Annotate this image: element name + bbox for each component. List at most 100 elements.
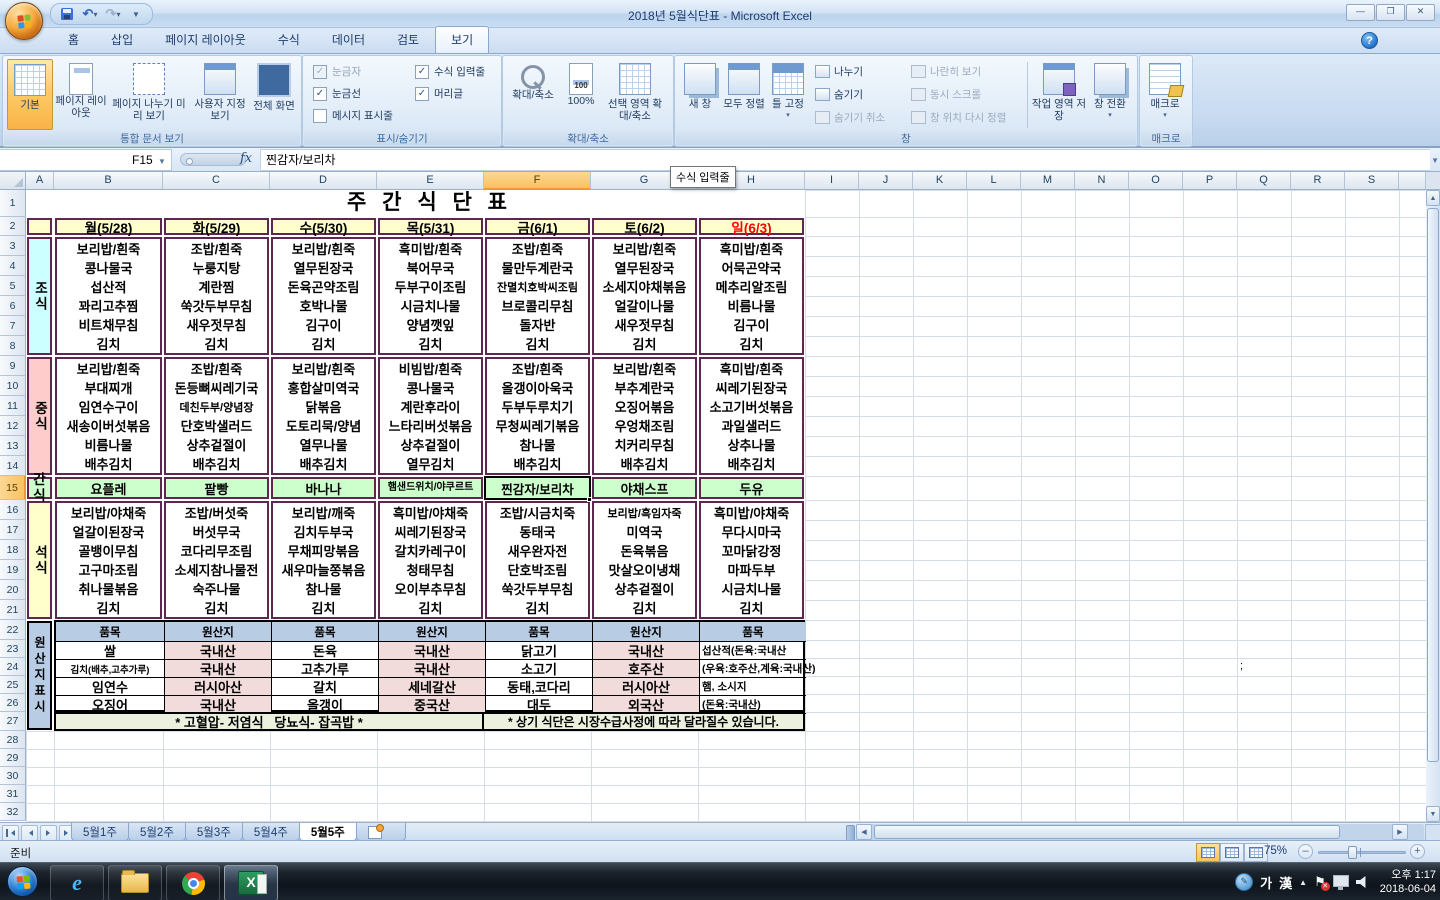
row-header-22[interactable]: 22 xyxy=(0,620,26,640)
menu-item-cell[interactable]: 배추김치 xyxy=(299,457,348,472)
origin-header-cell[interactable]: 원산지 xyxy=(165,622,272,642)
origin-cell[interactable]: 국내산 xyxy=(165,660,272,678)
row-header-24[interactable]: 24 xyxy=(0,658,26,676)
footnote-left[interactable]: * 고혈압- 저염식 당뇨식- 잡곡밥 * xyxy=(54,712,484,731)
menu-item-cell[interactable]: 흑미밥/야채죽 xyxy=(713,506,790,521)
column-header-Q[interactable]: Q xyxy=(1237,172,1291,190)
sheet-tab-5월4주[interactable]: 5월4주 xyxy=(241,823,300,841)
menu-item-cell[interactable]: 보리밥/깨죽 xyxy=(291,506,356,521)
menu-item-cell[interactable]: 김치 xyxy=(525,337,550,352)
origin-cell[interactable]: 러시아산 xyxy=(593,678,700,696)
tray-expand-icon[interactable]: ▲ xyxy=(1299,877,1308,887)
menu-item-cell[interactable]: 오이부추무침 xyxy=(394,582,467,597)
origin-header-cell[interactable]: 품목 xyxy=(56,622,165,642)
formula-bar-splitter[interactable] xyxy=(180,153,246,166)
column-header-P[interactable]: P xyxy=(1183,172,1237,190)
ribbon-tab-데이터[interactable]: 데이터 xyxy=(331,33,365,47)
menu-item-cell[interactable]: 돈등뼈씨레기국 xyxy=(174,381,259,396)
day-header[interactable]: 토(6/2) xyxy=(592,218,697,236)
zoom-slider-thumb[interactable] xyxy=(1348,846,1357,859)
day-header[interactable]: 일(6/3) xyxy=(699,218,804,236)
ribbon-tab-보기[interactable]: 보기 xyxy=(435,26,490,53)
column-header-L[interactable]: L xyxy=(967,172,1021,190)
row-header-1[interactable]: 1 xyxy=(0,190,26,217)
origin-cell[interactable]: 러시아산 xyxy=(165,678,272,696)
menu-item-cell[interactable]: 돈육볶음 xyxy=(620,544,669,559)
horizontal-scrollbar[interactable]: ◀ ▶ xyxy=(856,824,1424,840)
row-header-5[interactable]: 5 xyxy=(0,276,26,296)
scroll-down-icon[interactable]: ▼ xyxy=(1426,806,1440,822)
menu-item-cell[interactable]: 김치 xyxy=(525,601,550,616)
menu-item-cell[interactable]: 메추리알조림 xyxy=(715,280,788,295)
section-label-snack[interactable]: 간식 xyxy=(27,472,52,503)
menu-item-cell[interactable]: 갈치카레구이 xyxy=(394,544,467,559)
menu-item-cell[interactable]: 김치 xyxy=(204,337,229,352)
menu-item-cell[interactable]: 누룽지탕 xyxy=(192,261,241,276)
help-button[interactable]: ? xyxy=(1361,32,1378,49)
origin-cell[interactable]: 국내산 xyxy=(379,642,486,660)
formula-bar-expand-icon[interactable]: ▼ xyxy=(1431,156,1439,165)
menu-item-cell[interactable]: 배추김치 xyxy=(84,457,133,472)
menu-item-cell[interactable]: 열무된장국 xyxy=(614,261,675,276)
ribbon-tab-페이지 레이아웃[interactable]: 페이지 레이아웃 xyxy=(165,33,246,47)
origin-header-cell[interactable]: 품목 xyxy=(486,622,593,642)
row-header-6[interactable]: 6 xyxy=(0,296,26,316)
snack-cell[interactable]: 팥빵 xyxy=(164,477,269,499)
snack-cell[interactable]: 두유 xyxy=(699,477,804,499)
action-center-flag-icon[interactable]: ⚑ xyxy=(1314,875,1330,891)
minimize-button[interactable]: — xyxy=(1346,4,1375,21)
row-header-12[interactable]: 12 xyxy=(0,416,26,436)
hide-button[interactable]: 숨기기 xyxy=(815,87,863,102)
close-button[interactable]: ✕ xyxy=(1406,4,1435,21)
menu-item-cell[interactable]: 도토리묵/양념 xyxy=(285,419,362,434)
origin-header-cell[interactable]: 품목 xyxy=(700,622,806,642)
origin-cell[interactable]: 섭산적(돈육:국내산 xyxy=(700,642,806,660)
origin-cell[interactable]: 쌀 xyxy=(56,642,165,660)
unhide-button[interactable]: 숨기기 취소 xyxy=(815,110,885,125)
row-header-20[interactable]: 20 xyxy=(0,580,26,600)
menu-item-cell[interactable]: 보리밥/흑임자죽 xyxy=(607,507,682,520)
zoom-out-button[interactable]: – xyxy=(1298,844,1313,859)
menu-item-cell[interactable]: 소고기버섯볶음 xyxy=(709,400,794,415)
menu-item-cell[interactable]: 새우완자전 xyxy=(507,544,568,559)
zoom-button[interactable]: 확대/축소 xyxy=(507,59,559,130)
menu-item-cell[interactable]: 물만두계란국 xyxy=(501,261,574,276)
insert-function-button[interactable]: fx xyxy=(240,151,253,166)
menu-item-cell[interactable]: 상추겉절이 xyxy=(614,582,675,597)
row-header-23[interactable]: 23 xyxy=(0,640,26,658)
menu-item-cell[interactable]: 김치 xyxy=(311,337,336,352)
row-header-14[interactable]: 14 xyxy=(0,456,26,476)
checkbox-눈금자[interactable]: ✓ 눈금자 xyxy=(313,64,393,79)
row-header-11[interactable]: 11 xyxy=(0,396,26,416)
sheet-tab-5월3주[interactable]: 5월3주 xyxy=(184,823,243,841)
origin-cell[interactable]: 외국산 xyxy=(593,696,700,714)
select-all-corner[interactable] xyxy=(0,172,26,190)
taskbar-chrome-button[interactable] xyxy=(166,865,220,900)
menu-item-cell[interactable]: 꼬마닭강정 xyxy=(721,544,782,559)
menu-item-cell[interactable]: 보리밥/흰죽 xyxy=(76,362,141,377)
column-header-N[interactable]: N xyxy=(1075,172,1129,190)
row-header-10[interactable]: 10 xyxy=(0,376,26,396)
menu-item-cell[interactable]: 새우마늘쫑볶음 xyxy=(281,563,366,578)
ime-hanja-indicator[interactable]: 漢 xyxy=(1279,875,1293,891)
switch-windows-button[interactable]: 창 전환 xyxy=(1089,59,1131,130)
page-layout-shortcut[interactable] xyxy=(1220,843,1244,862)
menu-item-cell[interactable]: 보리밥/야채죽 xyxy=(70,506,147,521)
reset-window-position-button[interactable]: 창 위치 다시 정렬 xyxy=(911,110,1006,125)
origin-cell[interactable]: 호주산 xyxy=(593,660,700,678)
save-workspace-button[interactable]: 작업 영역 저장 xyxy=(1031,59,1087,130)
menu-item-cell[interactable]: 느타리버섯볶음 xyxy=(388,419,473,434)
row-header-8[interactable]: 8 xyxy=(0,336,26,356)
row-header-25[interactable]: 25 xyxy=(0,676,26,694)
menu-item-cell[interactable]: 양념깻잎 xyxy=(406,318,455,333)
sheet-tab-5월5주[interactable]: 5월5주 xyxy=(298,823,357,841)
first-sheet-button[interactable] xyxy=(2,825,19,841)
origin-cell[interactable]: 닭고기 xyxy=(486,642,593,660)
menu-item-cell[interactable]: 부대찌개 xyxy=(84,381,133,396)
menu-item-cell[interactable]: 조밥/흰죽 xyxy=(511,242,564,257)
footnote-right[interactable]: * 상기 식단은 시장수급사정에 따라 달라질수 있습니다. xyxy=(482,712,805,731)
origin-cell[interactable]: 고추가루 xyxy=(272,660,379,678)
origin-cell[interactable]: 중국산 xyxy=(379,696,486,714)
menu-item-cell[interactable]: 어묵곤약국 xyxy=(721,261,782,276)
start-button[interactable] xyxy=(7,866,38,897)
